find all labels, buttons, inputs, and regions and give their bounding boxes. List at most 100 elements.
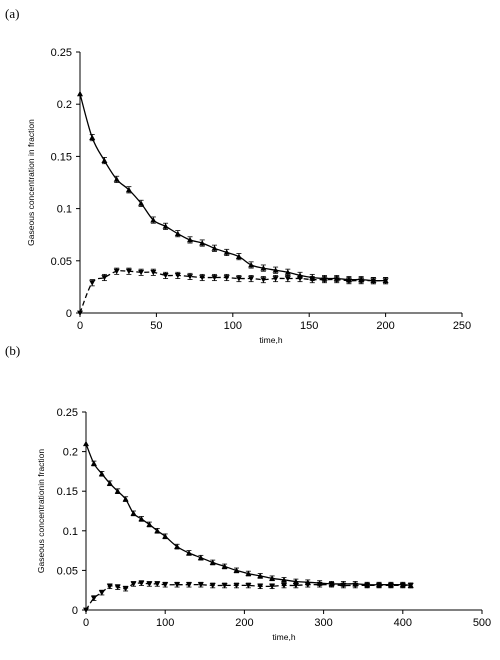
data-point [235, 276, 242, 282]
data-point [297, 276, 303, 282]
data-point [89, 280, 96, 286]
data-point [114, 488, 121, 494]
data-point [248, 262, 255, 268]
data-point [211, 245, 218, 251]
series-line [79, 270, 386, 314]
y-tick-label: 0.1 [57, 204, 72, 216]
data-point [186, 582, 192, 588]
data-point [150, 217, 157, 223]
y-tick-label: 0.15 [51, 151, 72, 163]
data-point [235, 253, 242, 259]
data-point [125, 186, 132, 193]
data-point [209, 583, 216, 589]
y-tick-label: 0.25 [51, 47, 72, 59]
x-tick-label: 150 [300, 320, 318, 332]
data-point [83, 607, 89, 613]
data-point [77, 90, 83, 97]
data-point [260, 265, 267, 271]
y-tick-label: 0.25 [57, 407, 78, 419]
y-tick-label: 0.05 [57, 565, 78, 577]
x-tick-label: 500 [473, 617, 491, 629]
data-point [146, 581, 153, 587]
data-point [125, 268, 132, 275]
data-point [197, 582, 204, 588]
data-point [130, 581, 137, 587]
data-point [272, 276, 279, 282]
data-point [209, 559, 216, 565]
data-point [174, 273, 181, 279]
data-point [199, 240, 206, 246]
y-tick-label: 0.15 [57, 486, 78, 498]
data-point [321, 277, 328, 283]
data-point [138, 269, 145, 276]
data-point [407, 583, 414, 589]
data-point [284, 269, 291, 275]
data-point [138, 580, 145, 587]
data-point [364, 583, 371, 589]
data-point [333, 277, 340, 283]
data-point [83, 440, 89, 447]
y-axis-title: Gaseous concentrationin fraction [36, 449, 46, 574]
panel-label-b: (b) [5, 343, 21, 358]
data-point [90, 595, 97, 602]
data-point [223, 249, 230, 255]
data-point [284, 276, 291, 282]
data-point [174, 230, 181, 237]
data-point [281, 583, 287, 589]
y-axis-title: Gaseous concentration in fraction [26, 119, 36, 246]
data-point [138, 200, 145, 206]
data-point [162, 582, 169, 588]
data-point [260, 277, 267, 283]
y-tick-label: 0.05 [51, 256, 72, 268]
data-point [101, 157, 108, 163]
x-tick-label: 50 [150, 320, 162, 332]
series-line [79, 93, 386, 282]
data-point [269, 583, 276, 590]
data-point [90, 460, 97, 466]
data-point [269, 575, 276, 581]
data-point [154, 581, 161, 587]
y-tick-label: 0 [72, 605, 78, 617]
data-point [328, 582, 335, 588]
series-lower [83, 580, 414, 613]
series-upper [77, 90, 389, 285]
x-axis-title: time,h [272, 632, 295, 642]
data-point [345, 278, 352, 284]
data-point [174, 582, 181, 588]
data-point [199, 275, 206, 281]
data-point [89, 134, 96, 140]
data-point [399, 583, 406, 589]
data-point [309, 277, 316, 283]
data-point [233, 583, 240, 589]
data-point [245, 570, 252, 576]
data-point [281, 576, 287, 583]
data-point [187, 236, 193, 243]
data-point [352, 583, 359, 589]
data-point [223, 275, 230, 281]
x-tick-label: 300 [314, 617, 332, 629]
data-point [146, 521, 153, 527]
data-point [114, 584, 121, 590]
x-tick-label: 0 [77, 320, 83, 332]
data-point [197, 554, 204, 561]
data-point [211, 275, 218, 281]
data-point [186, 550, 192, 556]
data-point [358, 278, 365, 284]
series-upper [83, 440, 414, 589]
data-point [316, 582, 323, 588]
data-point [257, 572, 264, 579]
y-tick-label: 0.1 [63, 526, 78, 538]
data-point [304, 582, 311, 588]
data-point [272, 267, 279, 273]
data-point [221, 563, 228, 569]
x-tick-label: 100 [156, 617, 174, 629]
data-point [113, 268, 120, 275]
x-tick-label: 0 [83, 617, 89, 629]
data-point [382, 278, 389, 284]
data-point [162, 223, 169, 229]
data-point [106, 583, 113, 590]
data-point [292, 583, 299, 589]
y-tick-label: 0.2 [63, 447, 78, 459]
chart-panel-a: 0 0.05 0.1 0.15 0.2 0.25 0 50 100 150 200 250 time,h… [26, 47, 471, 345]
